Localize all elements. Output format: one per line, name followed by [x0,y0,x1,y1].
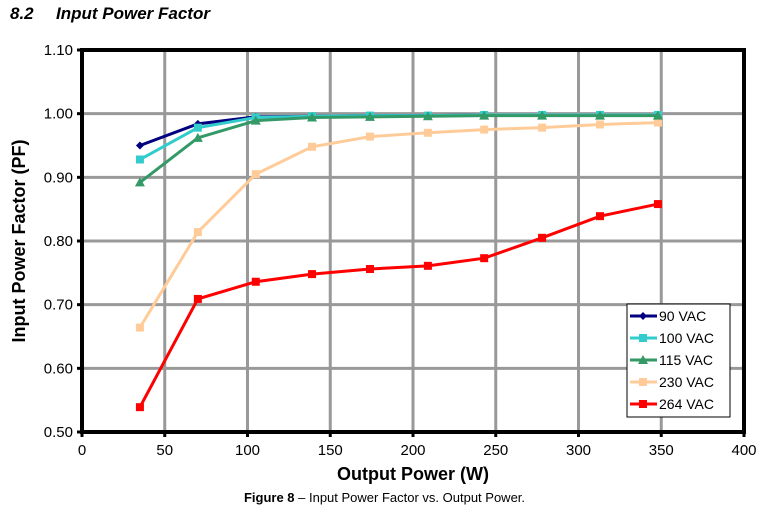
series-230-vac [135,118,662,332]
section-number: 8.2 [10,4,34,23]
data-point [422,111,433,121]
data-point [423,261,432,270]
series-115-vac [134,110,663,187]
series-line [138,121,658,329]
y-tick-label: 0.90 [44,169,73,186]
x-tick-label: 300 [566,442,591,459]
figure-caption: Figure 8 – Input Power Factor vs. Output… [0,490,769,505]
legend-entry: 115 VAC [630,352,713,368]
y-tick-label: 1.10 [44,42,73,59]
data-point [638,355,648,364]
axes [77,48,746,437]
x-tick-label: 400 [731,442,756,459]
x-tick-label: 0 [78,442,86,459]
data-point [193,123,202,132]
data-point [480,254,489,263]
x-tick-label: 200 [400,442,425,459]
series-100-vac [135,110,662,164]
legend-entry: 264 VAC [630,396,714,412]
data-point [193,294,202,303]
data-point [307,112,318,122]
data-point [135,155,144,164]
legend-entry: 230 VAC [630,374,714,390]
y-tick-label: 0.70 [44,297,73,314]
data-point [308,270,317,279]
caption-label: Figure 8 [243,490,295,505]
legend-label: 230 VAC [659,374,714,390]
legend-label: 100 VAC [659,330,714,346]
series-group [134,110,663,412]
data-point [538,123,547,132]
data-point [193,228,202,237]
legend-label: 264 VAC [659,396,714,412]
legend-entry: 100 VAC [630,330,714,346]
data-point [537,110,548,120]
x-tick-label: 100 [235,442,260,459]
data-point [480,125,489,134]
data-point [134,177,145,187]
section-heading: 8.2 Input Power Factor [10,4,210,24]
y-tick-label: 0.60 [44,360,73,377]
legend: 90 VAC 100 VAC 115 VAC 230 VAC 264 VAC [626,303,731,418]
data-point [479,110,490,120]
data-point [653,200,662,209]
series-line [139,114,658,184]
data-point [639,312,647,320]
y-axis-title: Input Power Factor (PF) [9,139,29,342]
legend-label: 115 VAC [659,352,713,368]
tick-labels: 0 50 100 150 200 250 300 350 400 0.50 0.60 0.70 0.80… [44,42,757,459]
x-tick-label: 50 [156,442,173,459]
series-line [138,202,659,408]
caption-text: – Input Power Factor vs. Output Power. [294,490,526,505]
y-tick-label: 0.50 [44,424,73,441]
data-point [423,128,432,137]
data-point [639,400,647,408]
data-point [308,142,317,151]
data-point [251,170,260,179]
data-point [595,110,606,120]
data-point [639,378,647,386]
y-tick-label: 0.80 [44,233,73,250]
data-point [365,265,374,274]
data-point [639,334,647,342]
data-point [653,118,662,127]
data-point [596,120,605,129]
data-point [652,110,663,120]
data-point [596,212,605,221]
data-point [135,403,144,412]
series-264-vac [135,200,662,412]
y-tick-label: 1.00 [44,106,73,123]
series-line [139,113,658,147]
x-tick-label: 150 [318,442,343,459]
legend-entry: 90 VAC [630,308,706,324]
x-axis-title: Output Power (W) [337,464,489,484]
x-tick-label: 350 [649,442,674,459]
data-point [538,233,547,242]
data-point [135,323,144,332]
data-point [135,141,144,150]
power-factor-chart: 0 50 100 150 200 250 300 350 400 0.50 0.60 0.70 0.80… [9,42,757,484]
x-tick-label: 250 [483,442,508,459]
data-point [365,132,374,141]
data-point [364,111,375,121]
data-point [250,115,261,125]
plot-frame [80,48,746,434]
section-title: Input Power Factor [56,4,210,23]
data-point [192,132,203,142]
legend-label: 90 VAC [659,308,706,324]
data-point [251,277,260,286]
